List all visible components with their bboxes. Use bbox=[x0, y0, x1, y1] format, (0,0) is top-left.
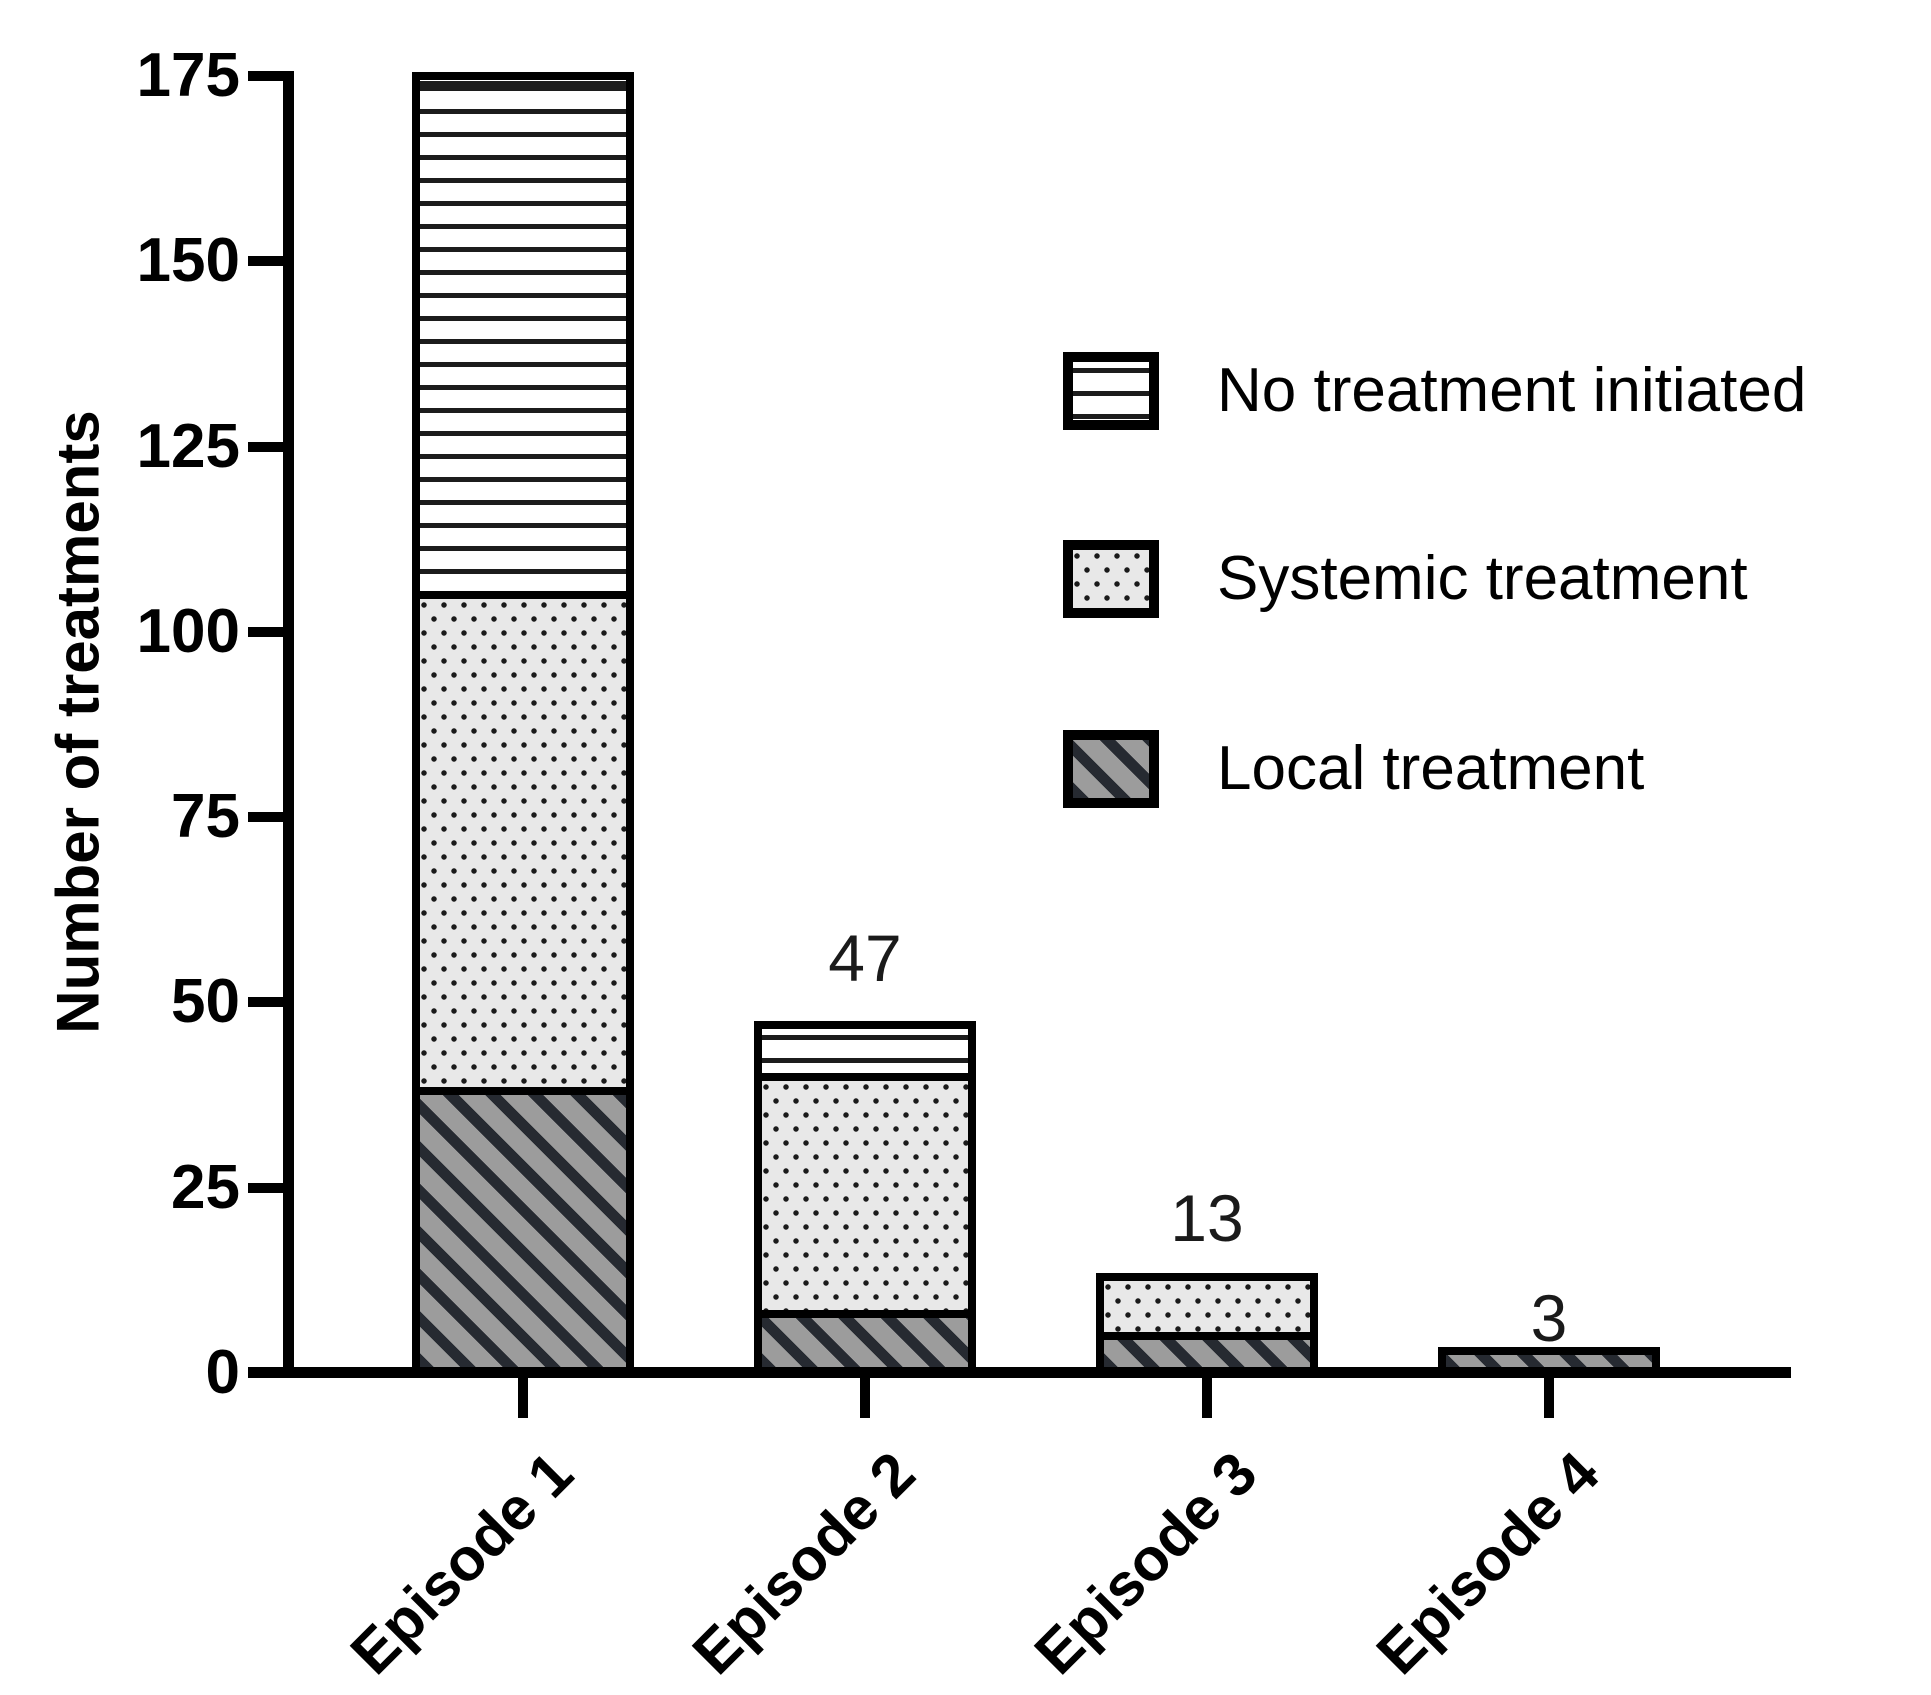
y-axis-tick bbox=[248, 812, 288, 823]
legend-label: Local treatment bbox=[1217, 734, 1645, 803]
x-axis-tick bbox=[860, 1378, 870, 1418]
horizontal-lines-swatch-icon bbox=[1063, 352, 1159, 430]
x-axis-line bbox=[248, 1367, 1791, 1378]
y-tick-label: 75 bbox=[171, 782, 240, 852]
dots-swatch-icon bbox=[1063, 540, 1159, 618]
y-tick-label: 175 bbox=[136, 41, 240, 110]
x-category-label: Episode 4 bbox=[1363, 1439, 1612, 1687]
diagonal-hatch-swatch-icon bbox=[1063, 730, 1159, 808]
legend-item-systemic-treatment: Systemic treatment bbox=[1063, 540, 1748, 618]
y-tick-label: 50 bbox=[171, 967, 240, 1037]
legend-item-local-treatment: Local treatment bbox=[1063, 730, 1644, 808]
bar-total-label: 47 bbox=[828, 921, 902, 995]
x-axis-tick bbox=[1544, 1378, 1554, 1418]
bar-segment-systemic-treatment bbox=[1096, 1272, 1318, 1340]
y-tick-label: 100 bbox=[136, 596, 240, 666]
legend-item-no-treatment: No treatment initiated bbox=[1063, 352, 1806, 430]
y-tick-label: 25 bbox=[171, 1152, 240, 1222]
bar-total-label: 13 bbox=[1170, 1181, 1244, 1255]
y-axis-tick bbox=[248, 441, 288, 452]
bar-segment-systemic-treatment bbox=[412, 590, 634, 1096]
x-category-label: Episode 3 bbox=[1021, 1439, 1270, 1687]
bar-segment-no-treatment-initiated bbox=[754, 1020, 976, 1081]
y-tick-label: 125 bbox=[136, 411, 240, 481]
y-axis-tick bbox=[248, 997, 288, 1008]
bar-segment-local-treatment bbox=[412, 1087, 634, 1377]
y-axis-tick bbox=[248, 1182, 288, 1193]
x-category-label: Episode 2 bbox=[679, 1439, 928, 1687]
y-axis-tick bbox=[248, 626, 288, 637]
y-axis-line bbox=[283, 71, 294, 1378]
y-tick-label: 0 bbox=[205, 1338, 240, 1407]
legend-label: Systemic treatment bbox=[1217, 544, 1748, 613]
x-category-label: Episode 1 bbox=[337, 1439, 586, 1687]
y-axis-title: Number of treatments bbox=[44, 410, 112, 1034]
y-axis-tick bbox=[248, 71, 288, 81]
x-axis-tick bbox=[1202, 1378, 1212, 1418]
bar-total-label: 3 bbox=[1530, 1281, 1568, 1355]
x-axis-tick bbox=[518, 1378, 528, 1418]
legend-label: No treatment initiated bbox=[1217, 356, 1807, 425]
y-axis-tick bbox=[248, 256, 288, 267]
bar-segment-no-treatment-initiated bbox=[412, 72, 634, 599]
y-tick-label: 150 bbox=[136, 226, 240, 296]
bar-segment-systemic-treatment bbox=[754, 1072, 976, 1318]
